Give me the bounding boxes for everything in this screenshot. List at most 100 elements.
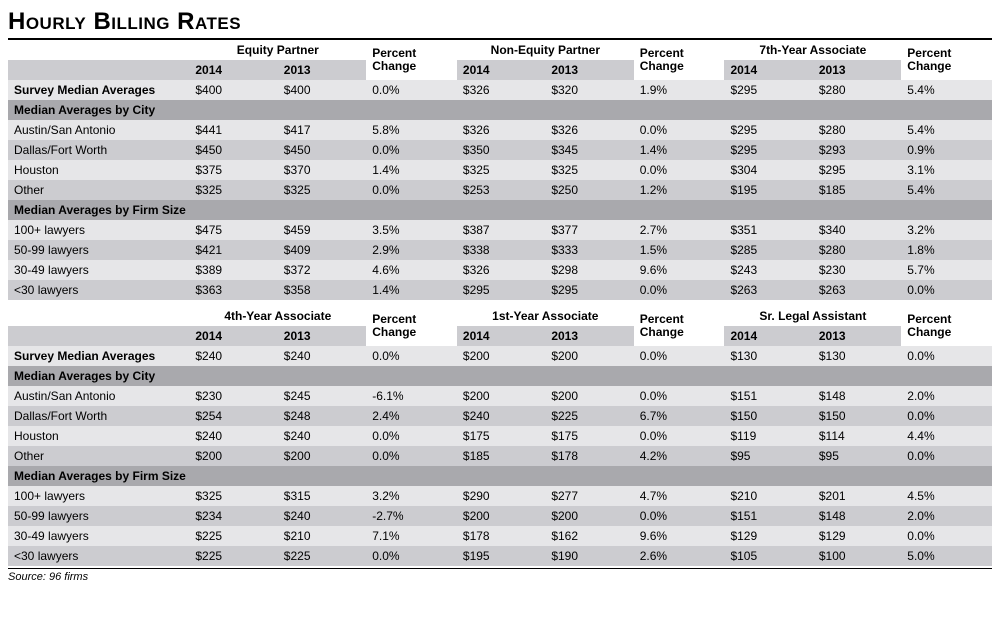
val-pct: 0.0% (366, 140, 457, 160)
val-2014: $421 (189, 240, 277, 260)
val-2014: $400 (189, 80, 277, 100)
val-2013: $320 (545, 80, 633, 100)
val-pct: 2.9% (366, 240, 457, 260)
val-2014: $326 (457, 120, 545, 140)
row-label: Houston (8, 160, 189, 180)
row-label: 50-99 lawyers (8, 240, 189, 260)
group-header: Non-Equity Partner (457, 40, 634, 60)
val-2013: $293 (813, 140, 901, 160)
group-header: 4th-Year Associate (189, 306, 366, 326)
val-pct: 2.7% (634, 220, 725, 240)
val-2014: $450 (189, 140, 277, 160)
val-2014: $351 (724, 220, 812, 240)
val-2013: $280 (813, 120, 901, 140)
val-pct: 2.4% (366, 406, 457, 426)
val-2014: $195 (724, 180, 812, 200)
row-label: 100+ lawyers (8, 486, 189, 506)
val-2014: $254 (189, 406, 277, 426)
val-2014: $200 (457, 506, 545, 526)
val-2013: $148 (813, 386, 901, 406)
val-pct: 1.4% (366, 280, 457, 300)
val-2013: $340 (813, 220, 901, 240)
val-2013: $240 (278, 346, 366, 366)
row-label: Austin/San Antonio (8, 386, 189, 406)
val-pct: 9.6% (634, 260, 725, 280)
val-pct: 0.0% (901, 346, 992, 366)
pct-header: PercentChange (634, 40, 725, 80)
val-2014: $325 (457, 160, 545, 180)
val-pct: 0.0% (634, 506, 725, 526)
year-header: 2014 (724, 326, 812, 346)
val-2013: $248 (278, 406, 366, 426)
val-2014: $304 (724, 160, 812, 180)
val-2013: $95 (813, 446, 901, 466)
val-2014: $240 (189, 346, 277, 366)
val-2014: $363 (189, 280, 277, 300)
val-2013: $295 (813, 160, 901, 180)
val-2013: $148 (813, 506, 901, 526)
val-2013: $295 (545, 280, 633, 300)
val-pct: 5.4% (901, 180, 992, 200)
pct-header: PercentChange (366, 306, 457, 346)
val-pct: 2.6% (634, 546, 725, 566)
val-2013: $240 (278, 506, 366, 526)
val-2014: $387 (457, 220, 545, 240)
val-pct: 1.8% (901, 240, 992, 260)
val-2013: $298 (545, 260, 633, 280)
val-2014: $338 (457, 240, 545, 260)
val-pct: 3.5% (366, 220, 457, 240)
val-2014: $253 (457, 180, 545, 200)
val-2014: $151 (724, 386, 812, 406)
val-2013: $225 (545, 406, 633, 426)
val-2014: $295 (724, 120, 812, 140)
val-2014: $210 (724, 486, 812, 506)
val-2014: $243 (724, 260, 812, 280)
val-2014: $129 (724, 526, 812, 546)
row-label: Survey Median Averages (8, 346, 189, 366)
val-2013: $201 (813, 486, 901, 506)
row-label: Other (8, 446, 189, 466)
val-pct: 1.5% (634, 240, 725, 260)
year-header: 2013 (545, 60, 633, 80)
val-2013: $400 (278, 80, 366, 100)
blank (8, 40, 189, 60)
val-pct: 0.0% (634, 346, 725, 366)
group-header: Sr. Legal Assistant (724, 306, 901, 326)
val-2013: $100 (813, 546, 901, 566)
val-pct: 0.0% (634, 280, 725, 300)
row-label: Survey Median Averages (8, 80, 189, 100)
val-2014: $290 (457, 486, 545, 506)
val-pct: 0.0% (634, 160, 725, 180)
val-2013: $345 (545, 140, 633, 160)
val-pct: 2.0% (901, 386, 992, 406)
val-2013: $225 (278, 546, 366, 566)
val-2013: $114 (813, 426, 901, 446)
val-2013: $409 (278, 240, 366, 260)
val-2013: $372 (278, 260, 366, 280)
val-2014: $375 (189, 160, 277, 180)
val-2014: $389 (189, 260, 277, 280)
blank (8, 306, 189, 326)
val-pct: 1.9% (634, 80, 725, 100)
val-pct: 6.7% (634, 406, 725, 426)
val-2013: $377 (545, 220, 633, 240)
year-header: 2014 (457, 60, 545, 80)
val-2014: $225 (189, 546, 277, 566)
page-title: Hourly Billing Rates (8, 8, 992, 40)
val-2013: $280 (813, 80, 901, 100)
group-header: 1st-Year Associate (457, 306, 634, 326)
pct-header: PercentChange (366, 40, 457, 80)
val-2014: $326 (457, 80, 545, 100)
val-pct: 0.9% (901, 140, 992, 160)
val-pct: 0.0% (901, 446, 992, 466)
val-2013: $129 (813, 526, 901, 546)
val-2013: $200 (545, 346, 633, 366)
val-2013: $185 (813, 180, 901, 200)
pct-header: PercentChange (901, 306, 992, 346)
val-2013: $358 (278, 280, 366, 300)
val-pct: 2.0% (901, 506, 992, 526)
val-pct: 1.4% (634, 140, 725, 160)
pct-header: PercentChange (634, 306, 725, 346)
val-2013: $370 (278, 160, 366, 180)
row-label: <30 lawyers (8, 280, 189, 300)
